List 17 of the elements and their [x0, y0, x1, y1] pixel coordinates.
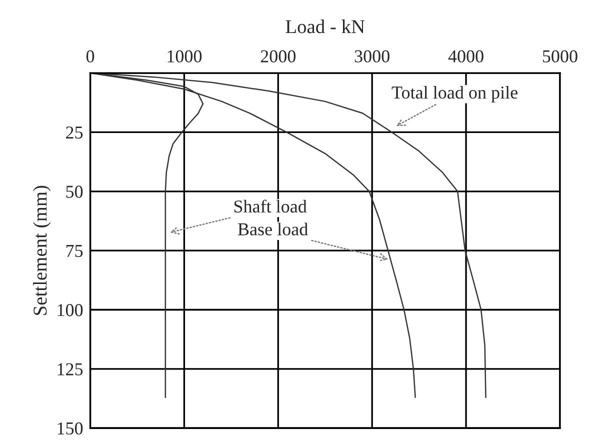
y-tick-label: 125	[58, 363, 83, 376]
y-tick-label: 25	[66, 126, 83, 139]
x-axis-title: Load - kN	[286, 20, 365, 34]
annotation: Shaft load	[234, 200, 307, 213]
y-tick-label: 100	[58, 304, 83, 316]
x-tick-label: 2000	[260, 50, 296, 62]
y-axis-title: Settlement (mm)	[33, 186, 51, 315]
y-tick-label: 150	[58, 422, 83, 435]
x-tick-label: 3000	[354, 50, 390, 62]
x-tick-label: 1000	[168, 50, 202, 62]
annotation: Base load	[238, 222, 308, 236]
annotation: Total load on pile	[392, 86, 518, 102]
x-tick-label: 5000	[542, 50, 578, 62]
x-tick-label: 0	[86, 50, 94, 62]
x-tick-label: 4000	[448, 50, 484, 62]
y-tick-label: 75	[66, 245, 83, 258]
y-tick-label: 50	[66, 186, 83, 198]
